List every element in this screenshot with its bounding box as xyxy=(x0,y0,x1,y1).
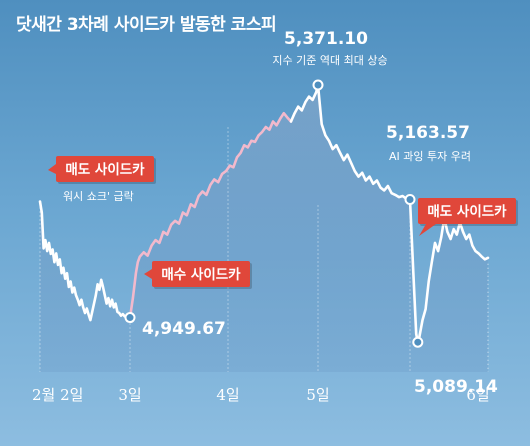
label-pointer xyxy=(48,164,56,174)
label-box xyxy=(418,198,516,224)
value-label-5371: 5,371.10 xyxy=(284,29,368,49)
ai-overinvest-caption: AI 과잉 투자 우려 xyxy=(389,150,471,163)
label-box xyxy=(152,261,250,287)
sell-sidecar-label-2: 매도 사이드카 xyxy=(418,198,518,236)
series-line-4 xyxy=(408,198,490,344)
label-pointer xyxy=(144,269,152,279)
label-pointer xyxy=(419,224,436,236)
value-marker xyxy=(124,312,136,324)
value-marker xyxy=(412,336,424,348)
area-fill xyxy=(40,85,488,372)
buy-sidecar-label: 매수 사이드카 xyxy=(144,261,252,289)
wash-shock-caption: 워시 쇼크' 급락 xyxy=(63,190,134,203)
x-tick-label: 3일 xyxy=(118,386,141,404)
tick-layer: 2월 2일 3일 4일 5일 6일 xyxy=(32,386,490,404)
series-line-1 xyxy=(38,200,132,322)
sell-sidecar-label-1: 매도 사이드카 xyxy=(48,156,156,184)
label-text: 매도 사이드카 xyxy=(427,203,507,220)
value-label-5089: 5,089.14 xyxy=(414,377,498,397)
value-marker xyxy=(404,194,416,206)
value-marker xyxy=(312,79,324,91)
series-line-3 xyxy=(289,83,412,201)
series-line-2 xyxy=(128,111,293,319)
x-tick-label: 2월 2일 xyxy=(32,386,83,404)
label-text: 매도 사이드카 xyxy=(65,161,145,178)
line-layer xyxy=(38,83,490,344)
marker-layer xyxy=(124,79,424,348)
label-text: 매수 사이드카 xyxy=(161,266,241,283)
label-box xyxy=(56,156,154,182)
x-tick-label: 4일 xyxy=(216,386,239,404)
area-layer xyxy=(40,85,488,372)
record-rise-caption: 지수 기준 역대 최대 상승 xyxy=(272,54,387,67)
chart-title: 닷새간 3차례 사이드카 발동한 코스피 xyxy=(16,15,277,35)
x-tick-label: 5일 xyxy=(306,386,329,404)
value-label-5163: 5,163.57 xyxy=(386,123,470,143)
value-label-4949: 4,949.67 xyxy=(142,319,226,339)
x-tick-label: 6일 xyxy=(466,386,489,404)
